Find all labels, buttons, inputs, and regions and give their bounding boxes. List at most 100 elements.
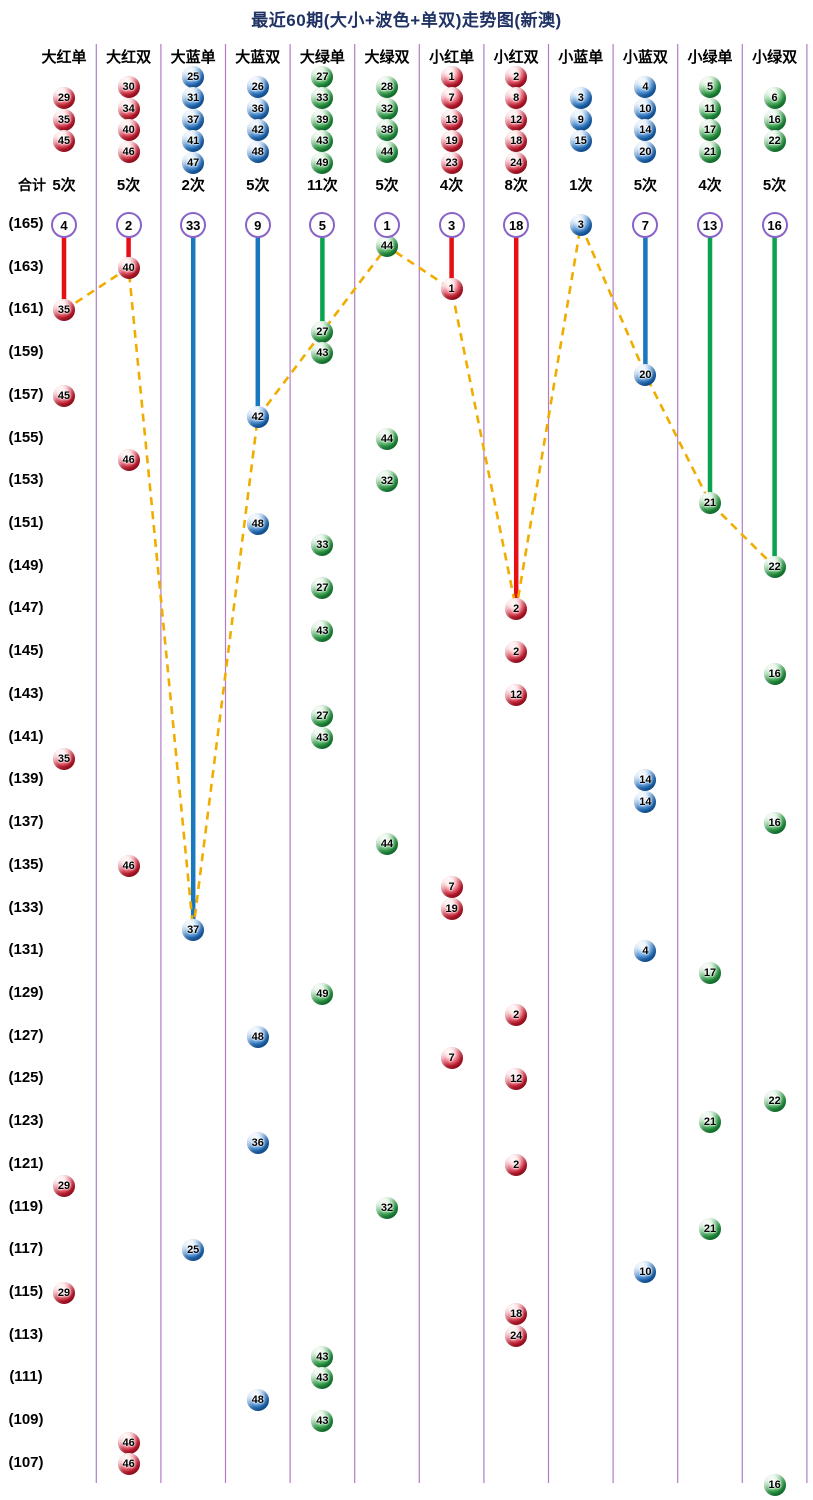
legend-ball: 30 — [117, 76, 140, 99]
row-label: (161) — [8, 300, 44, 318]
legend-ball: 12 — [505, 108, 528, 131]
legend-ball: 17 — [699, 119, 721, 142]
column-header: 小蓝单 — [558, 49, 604, 66]
chart-ball: 49 — [311, 982, 334, 1005]
legend-ball: 22 — [763, 130, 786, 152]
chart-ball: 43 — [311, 726, 334, 749]
row-label: (121) — [8, 1154, 44, 1172]
chart-ball: 12 — [505, 683, 528, 706]
chart-ball: 4 — [634, 940, 657, 963]
legend-ball: 18 — [505, 130, 528, 152]
legend-ball: 5 — [699, 76, 721, 99]
chart-ball: 48 — [246, 1388, 269, 1411]
chart-ball: 18 — [505, 1303, 528, 1326]
legend-ball: 42 — [246, 119, 269, 142]
column-count: 11次 — [306, 177, 338, 194]
chart-ball: 14 — [634, 769, 657, 792]
legend-ball: 11 — [699, 97, 721, 120]
row-label: (107) — [8, 1453, 44, 1471]
legend-ball: 21 — [699, 140, 721, 163]
summary-label: 合计 — [18, 177, 46, 193]
chart-ball: 24 — [505, 1324, 528, 1347]
legend-ball: 34 — [117, 97, 140, 120]
chart-ball: 2 — [505, 641, 528, 664]
chart-ball: 44 — [376, 833, 398, 856]
chart-ball: 27 — [311, 320, 334, 343]
row-label: (115) — [8, 1283, 44, 1300]
column-count: 5次 — [633, 177, 658, 194]
page-title: 最近60期(大小+波色+单双)走势图(新澳) — [251, 11, 562, 30]
row-label: (119) — [8, 1197, 44, 1215]
legend-ball: 7 — [440, 87, 463, 109]
column-count: 5次 — [375, 177, 399, 194]
legend-ball: 16 — [763, 108, 786, 131]
latest-count-circle: 2 — [115, 212, 142, 238]
column-count: 5次 — [116, 177, 141, 194]
chart-ball: 43 — [311, 1346, 334, 1369]
row-label: (123) — [8, 1112, 44, 1130]
chart-ball: 16 — [763, 662, 786, 685]
legend-ball: 2 — [505, 65, 528, 88]
column-header: 小绿双 — [752, 49, 798, 66]
legend-ball: 15 — [569, 130, 592, 152]
column-count: 5次 — [246, 177, 270, 194]
latest-count-circle: 18 — [503, 212, 530, 238]
column-header: 大红双 — [106, 49, 152, 66]
column-header: 大蓝单 — [170, 49, 216, 66]
row-label: (157) — [8, 385, 44, 403]
chart-ball: 17 — [699, 961, 721, 984]
chart-ball: 10 — [634, 1260, 657, 1283]
legend-ball: 35 — [53, 108, 75, 131]
legend-ball: 10 — [634, 97, 657, 120]
chart-ball: 33 — [311, 534, 334, 557]
chart-ball: 21 — [699, 491, 721, 514]
column-header: 大绿双 — [364, 49, 410, 66]
legend-ball: 8 — [505, 87, 528, 109]
chart-ball: 27 — [311, 577, 334, 600]
legend-ball: 36 — [246, 97, 269, 120]
row-label: (143) — [8, 684, 44, 702]
row-label: (139) — [8, 770, 44, 788]
column-header: 大红单 — [41, 49, 87, 66]
column-header: 小红双 — [493, 49, 539, 66]
chart-ball: 27 — [311, 705, 334, 728]
chart-ball: 43 — [311, 619, 334, 642]
legend-ball: 39 — [311, 108, 334, 131]
legend-ball: 25 — [182, 65, 205, 88]
row-label: (141) — [8, 727, 44, 745]
column-header: 小绿单 — [687, 49, 733, 66]
column-header: 小蓝双 — [622, 49, 668, 66]
chart-ball: 20 — [634, 363, 657, 386]
chart-ball: 44 — [376, 427, 398, 450]
row-label: (133) — [8, 898, 44, 916]
legend-ball: 9 — [569, 108, 592, 131]
chart-ball: 29 — [53, 1282, 75, 1304]
legend-ball: 28 — [376, 76, 398, 99]
legend-ball: 3 — [569, 87, 592, 109]
legend-ball: 33 — [311, 87, 334, 109]
row-label: (165) — [8, 215, 44, 232]
legend-ball: 6 — [763, 87, 786, 109]
chart-ball: 36 — [246, 1132, 269, 1155]
chart-ball: 45 — [53, 384, 75, 407]
legend-ball: 23 — [440, 151, 463, 174]
legend-ball: 31 — [182, 87, 205, 109]
chart-ball: 48 — [246, 1025, 269, 1048]
legend-ball: 14 — [634, 119, 657, 142]
latest-count-circle: 3 — [438, 212, 465, 238]
chart-ball: 7 — [440, 876, 463, 899]
legend-ball: 45 — [53, 130, 75, 152]
chart-ball: 2 — [505, 598, 528, 621]
legend-ball: 41 — [182, 130, 205, 152]
trend-dashed-line — [63, 220, 776, 931]
row-label: (129) — [8, 983, 44, 1001]
row-label: (113) — [8, 1325, 44, 1343]
chart-ball: 25 — [182, 1239, 205, 1262]
chart-ball: 2 — [505, 1153, 528, 1176]
column-count: 5次 — [52, 177, 76, 194]
legend-ball: 1 — [440, 65, 463, 88]
chart-ball: 2 — [505, 1004, 528, 1027]
column-count: 4次 — [698, 177, 722, 194]
